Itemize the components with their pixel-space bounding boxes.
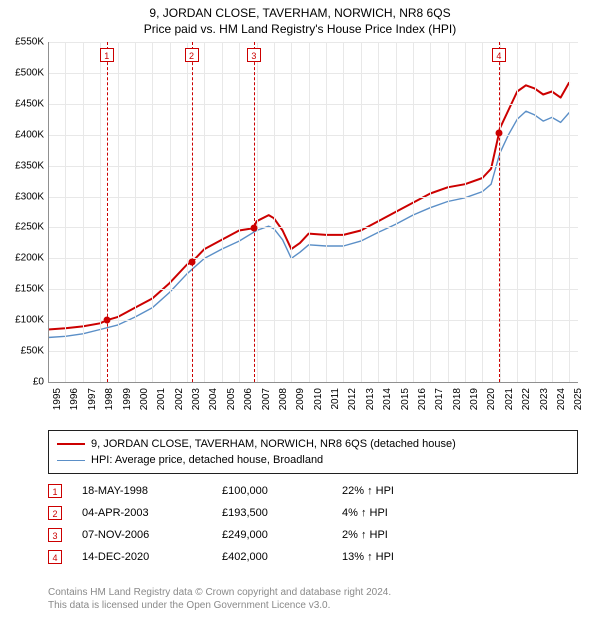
legend-swatch-series1 bbox=[57, 443, 85, 445]
x-tick-label: 1997 bbox=[87, 388, 98, 410]
legend-label-series1: 9, JORDAN CLOSE, TAVERHAM, NORWICH, NR8 … bbox=[91, 438, 456, 450]
x-tick-label: 2022 bbox=[521, 388, 532, 410]
sale-marker-2: 2 bbox=[48, 506, 62, 520]
table-row: 4 14-DEC-2020 £402,000 13% ↑ HPI bbox=[48, 546, 578, 568]
x-tick-label: 1996 bbox=[69, 388, 80, 410]
chart-title-address: 9, JORDAN CLOSE, TAVERHAM, NORWICH, NR8 … bbox=[0, 6, 600, 20]
chart-area: £0 £50K £100K £150K £200K £250K £300K £350K £400… bbox=[0, 42, 600, 420]
x-tick-label: 2014 bbox=[382, 388, 393, 410]
x-tick-label: 2001 bbox=[156, 388, 167, 410]
legend-swatch-series2 bbox=[57, 460, 85, 461]
x-tick-label: 2016 bbox=[417, 388, 428, 410]
x-tick-label: 2007 bbox=[261, 388, 272, 410]
x-tick-label: 2002 bbox=[174, 388, 185, 410]
sale-price: £193,500 bbox=[222, 507, 342, 519]
y-tick-label: £450K bbox=[2, 98, 44, 109]
legend-box: 9, JORDAN CLOSE, TAVERHAM, NORWICH, NR8 … bbox=[48, 430, 578, 474]
x-tick-label: 2010 bbox=[313, 388, 324, 410]
sale-price: £402,000 bbox=[222, 551, 342, 563]
sale-marker-4: 4 bbox=[48, 550, 62, 564]
table-row: 2 04-APR-2003 £193,500 4% ↑ HPI bbox=[48, 502, 578, 524]
x-tick-label: 2009 bbox=[295, 388, 306, 410]
y-tick-label: £150K bbox=[2, 284, 44, 295]
x-tick-label: 2020 bbox=[486, 388, 497, 410]
x-tick-label: 2013 bbox=[365, 388, 376, 410]
sale-marker-1: 1 bbox=[48, 484, 62, 498]
x-tick-label: 2008 bbox=[278, 388, 289, 410]
sale-marker-3: 3 bbox=[48, 528, 62, 542]
legend-label-series2: HPI: Average price, detached house, Broa… bbox=[91, 454, 323, 466]
x-tick-label: 1995 bbox=[52, 388, 63, 410]
sale-pct: 2% ↑ HPI bbox=[342, 529, 422, 541]
x-tick-label: 2006 bbox=[243, 388, 254, 410]
sale-point bbox=[188, 259, 195, 266]
legend-row-series1: 9, JORDAN CLOSE, TAVERHAM, NORWICH, NR8 … bbox=[57, 436, 569, 452]
legend-row-series2: HPI: Average price, detached house, Broa… bbox=[57, 452, 569, 468]
x-tick-label: 1998 bbox=[104, 388, 115, 410]
sale-point bbox=[103, 317, 110, 324]
sale-marker-box: 4 bbox=[492, 48, 506, 62]
sale-date: 14-DEC-2020 bbox=[82, 551, 222, 563]
sales-table: 1 18-MAY-1998 £100,000 22% ↑ HPI 2 04-AP… bbox=[48, 480, 578, 568]
sale-price: £249,000 bbox=[222, 529, 342, 541]
sale-marker-box: 1 bbox=[100, 48, 114, 62]
x-tick-label: 2025 bbox=[573, 388, 584, 410]
sale-date: 04-APR-2003 bbox=[82, 507, 222, 519]
sale-point bbox=[250, 225, 257, 232]
sale-date: 07-NOV-2006 bbox=[82, 529, 222, 541]
y-tick-label: £350K bbox=[2, 160, 44, 171]
footer-line2: This data is licensed under the Open Gov… bbox=[48, 599, 391, 612]
y-tick-label: £300K bbox=[2, 191, 44, 202]
y-tick-label: £550K bbox=[2, 37, 44, 48]
title-block: 9, JORDAN CLOSE, TAVERHAM, NORWICH, NR8 … bbox=[0, 0, 600, 36]
y-tick-label: £200K bbox=[2, 253, 44, 264]
x-tick-label: 2000 bbox=[139, 388, 150, 410]
x-tick-label: 2023 bbox=[539, 388, 550, 410]
sale-pct: 22% ↑ HPI bbox=[342, 485, 422, 497]
table-row: 3 07-NOV-2006 £249,000 2% ↑ HPI bbox=[48, 524, 578, 546]
y-tick-label: £100K bbox=[2, 315, 44, 326]
table-row: 1 18-MAY-1998 £100,000 22% ↑ HPI bbox=[48, 480, 578, 502]
y-tick-label: £400K bbox=[2, 129, 44, 140]
x-tick-label: 2004 bbox=[208, 388, 219, 410]
x-tick-label: 2021 bbox=[504, 388, 515, 410]
x-tick-label: 2018 bbox=[452, 388, 463, 410]
sale-marker-box: 2 bbox=[185, 48, 199, 62]
x-tick-label: 1999 bbox=[122, 388, 133, 410]
plot-area: 1 2 3 4 bbox=[48, 42, 578, 382]
footer-line1: Contains HM Land Registry data © Crown c… bbox=[48, 586, 391, 599]
x-tick-label: 2003 bbox=[191, 388, 202, 410]
x-tick-label: 2019 bbox=[469, 388, 480, 410]
sale-point bbox=[495, 130, 502, 137]
x-tick-label: 2011 bbox=[330, 388, 341, 410]
y-tick-label: £0 bbox=[2, 377, 44, 388]
footer-attribution: Contains HM Land Registry data © Crown c… bbox=[48, 586, 391, 612]
y-tick-label: £250K bbox=[2, 222, 44, 233]
x-tick-label: 2005 bbox=[226, 388, 237, 410]
sale-price: £100,000 bbox=[222, 485, 342, 497]
x-tick-label: 2015 bbox=[400, 388, 411, 410]
sale-marker-box: 3 bbox=[247, 48, 261, 62]
x-tick-label: 2017 bbox=[434, 388, 445, 410]
y-tick-label: £50K bbox=[2, 346, 44, 357]
sale-pct: 13% ↑ HPI bbox=[342, 551, 422, 563]
chart-container: 9, JORDAN CLOSE, TAVERHAM, NORWICH, NR8 … bbox=[0, 0, 600, 620]
x-tick-label: 2012 bbox=[347, 388, 358, 410]
y-tick-label: £500K bbox=[2, 67, 44, 78]
chart-title-sub: Price paid vs. HM Land Registry's House … bbox=[0, 22, 600, 36]
x-tick-label: 2024 bbox=[556, 388, 567, 410]
sale-pct: 4% ↑ HPI bbox=[342, 507, 422, 519]
sale-date: 18-MAY-1998 bbox=[82, 485, 222, 497]
